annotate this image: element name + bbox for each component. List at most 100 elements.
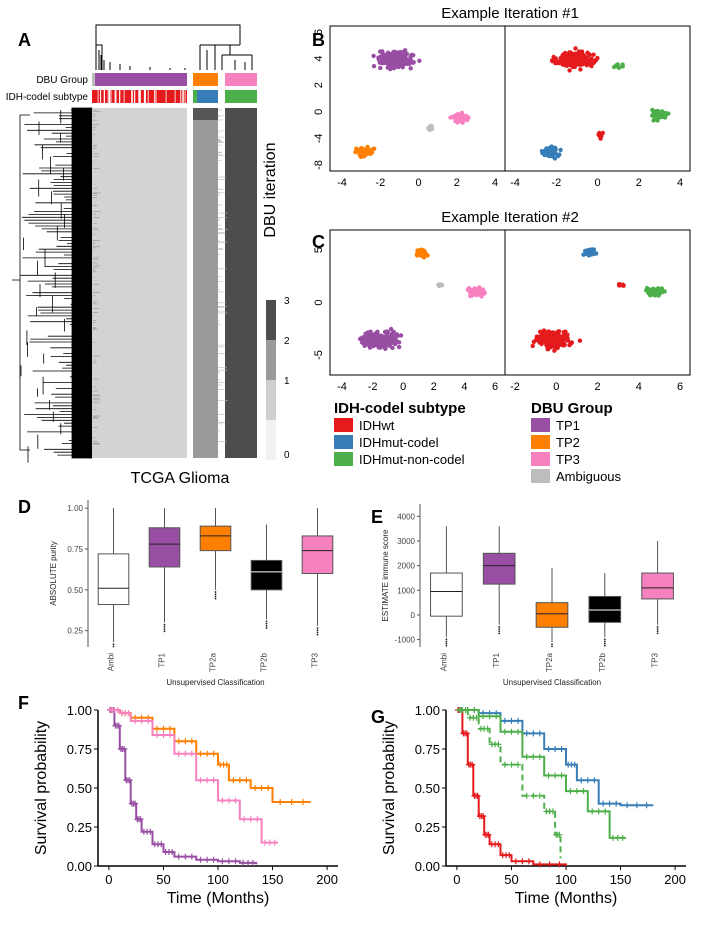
scale-3 <box>266 300 276 340</box>
idh-bar-stripe <box>154 90 155 103</box>
tsne-point-tp1 <box>382 54 388 59</box>
boxplot-y-tick: -1000 <box>395 636 416 645</box>
tsne-point-idhwt <box>530 343 535 349</box>
tsne-point-tp1 <box>383 340 388 345</box>
idh-bar <box>92 90 187 103</box>
tsne-point-tp3 <box>466 115 471 120</box>
km-y-tick: 0.75 <box>415 742 440 757</box>
tsne-point-idhwt <box>579 49 585 54</box>
tsne-points-b <box>353 46 671 161</box>
km-censor-mark <box>595 808 602 815</box>
km-censor-mark <box>225 858 232 865</box>
tsne-point-tp1 <box>369 336 375 341</box>
boxplot-box <box>301 535 334 574</box>
idh-bar-stripe <box>109 90 111 103</box>
tsne-ticks-c: 5 0 -5 -4 -2 0 2 4 6 -2 0 2 4 6 <box>313 247 683 393</box>
tsne-point-tp3 <box>481 288 486 293</box>
boxplot-y-tick: 1.00 <box>67 504 83 513</box>
km-censor-mark <box>232 797 239 804</box>
boxplot-outlier <box>498 628 501 631</box>
tsne-point-tp1 <box>398 333 404 338</box>
km-censor-mark <box>254 816 261 823</box>
row-dendrogram <box>12 107 93 463</box>
km-censor-mark <box>495 741 502 748</box>
boxplot-outlier <box>316 627 319 629</box>
km-censor-mark <box>556 831 563 838</box>
km-censor-mark <box>633 802 640 809</box>
km-censor-mark <box>463 730 470 737</box>
scale-tick-1: 1 <box>284 376 290 387</box>
tsne-point-tp1 <box>365 333 370 338</box>
tsne-point-tp1 <box>387 57 392 62</box>
tsne-point-idhmut-codel <box>589 249 595 255</box>
km-censor-mark <box>486 713 493 720</box>
tsne-point-idhmut-codel <box>550 152 555 157</box>
tsne-point-tp1 <box>378 55 383 60</box>
km-censor-mark <box>558 746 565 752</box>
tsne-point-ambiguous <box>439 283 445 288</box>
scale-tick-2: 2 <box>284 336 290 347</box>
idh-bar-stripe <box>140 90 141 103</box>
km-censor-mark <box>508 761 515 768</box>
tsne-point-tp1 <box>380 49 385 54</box>
idh-bar-stripe <box>114 90 116 103</box>
tsne-point-idhwt <box>536 339 542 344</box>
km-censor-mark <box>252 785 259 791</box>
boxplot-y-tick: 0.25 <box>67 627 83 636</box>
tsne-x-tick: 0 <box>415 177 421 189</box>
km-censor-mark <box>232 858 239 865</box>
tsne-x-tick: 2 <box>594 381 600 393</box>
km-y-tick: 1.00 <box>67 703 92 718</box>
scale-tick-3: 3 <box>284 296 290 307</box>
idh-bar-stripe <box>165 90 167 103</box>
km-censor-mark <box>578 777 585 784</box>
tsne-point-idhwt <box>559 57 564 63</box>
km-censor-mark <box>153 725 160 732</box>
tsne-point-tp1 <box>384 332 390 338</box>
tsne-point-tp1 <box>384 329 389 334</box>
boxplot-box <box>641 572 674 600</box>
boxplot-x-tick: TP1 <box>492 652 501 667</box>
boxplot-d: 1.00 0.75 0.50 0.25 Ambi TP1 TP2a TP2b TP3 Unsupe… <box>49 500 343 687</box>
boxplot-outlier <box>656 632 659 635</box>
idh-bar-stripe <box>107 90 109 103</box>
km-y-tick: 0.00 <box>415 859 440 874</box>
tsne-point-tp1 <box>388 63 393 68</box>
km-censor-mark <box>182 750 189 757</box>
tsne-x-tick: -2 <box>368 381 378 393</box>
km-censor-mark <box>114 707 121 713</box>
idh-bar-stripe <box>143 90 145 103</box>
km-censor-mark <box>536 792 543 799</box>
tsne-point-tp1 <box>387 52 392 57</box>
tsne-point-idhwt <box>555 343 561 348</box>
boxplot-x-label: Unsupervised Classification <box>503 678 601 687</box>
boxplot-outlier <box>656 626 659 628</box>
km-y-tick: 1.00 <box>415 703 440 718</box>
tsne-point-idhwt <box>565 336 570 341</box>
boxplot-outlier <box>163 630 166 633</box>
tsne-point-idhwt <box>560 54 565 59</box>
km-censor-mark <box>160 732 167 738</box>
tsne-x-tick: -4 <box>337 177 347 189</box>
km-x-tick: 0 <box>105 872 112 887</box>
km-censor-mark <box>501 761 508 768</box>
tsne-point-idhwt <box>587 52 592 58</box>
tsne-point-idhwt <box>565 55 570 60</box>
boxplot-y-tick: 1000 <box>397 586 415 595</box>
km-censor-mark <box>519 858 526 865</box>
scale-2 <box>266 340 276 380</box>
legend-idh-title: IDH-codel subtype <box>334 400 466 417</box>
boxplot-outlier <box>214 591 217 593</box>
boxplot-x-tick: Ambi <box>107 653 116 671</box>
km-censor-mark <box>167 725 173 732</box>
tsne-point-tp1 <box>361 335 367 340</box>
boxplot-outlier <box>214 593 217 596</box>
tsne-x-tick: -2 <box>551 177 561 189</box>
legend-dbu-item: Ambiguous <box>531 468 621 484</box>
panel-letter-b: B <box>312 30 325 50</box>
km-x-tick: 100 <box>207 872 229 887</box>
tsne-point-idhwt <box>572 60 577 65</box>
tsne-point-tp1 <box>376 341 382 347</box>
tsne-point-idhwt <box>573 46 578 51</box>
tsne-x-tick: 4 <box>461 381 467 393</box>
